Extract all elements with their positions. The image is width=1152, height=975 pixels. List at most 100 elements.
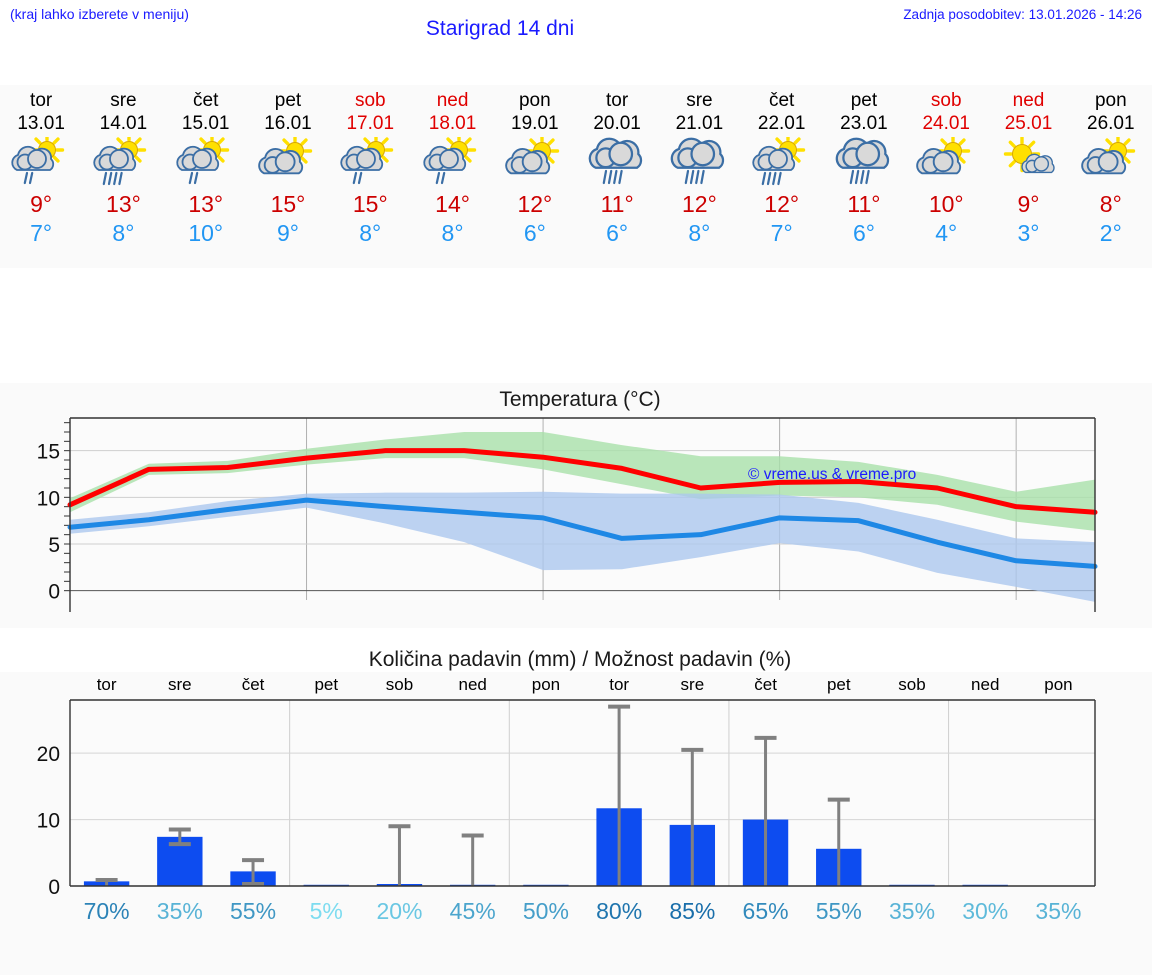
precip-probability: 85% [669, 898, 716, 924]
day-date: 13.01 [17, 113, 65, 134]
day-date: 26.01 [1087, 113, 1135, 134]
temp-max: 12° [517, 191, 553, 217]
precip-probability: 45% [449, 898, 496, 924]
day-column[interactable]: tor 13.01 9° 7° [0, 85, 82, 268]
day-name: pon [518, 90, 551, 111]
svg-text:10: 10 [37, 810, 60, 833]
day-name: pet [274, 90, 302, 111]
precip-day-label: sob [898, 675, 926, 694]
precipitation-day-labels: tor sre čet pet sob ned pon tor sre čet pet sob ned p… [70, 675, 1095, 695]
sun-cloud-icon [504, 133, 566, 189]
precip-day-label: sre [168, 675, 192, 694]
cloud-rain-icon [586, 137, 648, 189]
temp-min: 6° [606, 220, 629, 246]
precipitation-chart: 0 10 20 [37, 699, 1096, 899]
precipitation-probability-labels: 70% 35% 55% 5% 20% 45% 50% 80% 85% 65% 55% 35% 30% 35… [70, 898, 1095, 925]
temp-max: 12° [682, 191, 717, 217]
sun-small-cloud-icon [998, 135, 1060, 189]
sun-cloud-rain-icon [751, 132, 813, 189]
temp-max: 15° [270, 191, 306, 217]
day-column[interactable]: tor 20.01 11° 6° [576, 85, 658, 268]
sun-cloud-icon [257, 133, 319, 189]
temp-max: 11° [847, 191, 881, 217]
day-name: tor [606, 90, 629, 111]
precip-day-label: čet [754, 675, 777, 694]
precip-probability: 55% [230, 898, 277, 924]
temp-min: 7° [30, 220, 53, 246]
day-column[interactable]: čet 15.01 13° 10° [165, 85, 247, 268]
sun-cloud-icon [1080, 133, 1142, 189]
svg-text:5: 5 [48, 534, 60, 557]
precip-day-label: pet [314, 675, 339, 694]
day-column[interactable]: sre 21.01 12° 8° [658, 85, 740, 268]
day-column[interactable]: sob 24.01 10° 4° [905, 85, 987, 268]
page-title: Starigrad 14 dni [425, 17, 575, 40]
precip-probability: 20% [376, 898, 423, 924]
temp-max: 9° [1017, 191, 1040, 217]
precip-probability: 35% [156, 898, 203, 924]
sun-cloud-rain-light-icon [339, 132, 401, 189]
day-date: 18.01 [428, 113, 477, 134]
temp-min: 8° [359, 220, 382, 246]
precip-day-label: sre [680, 675, 705, 694]
day-column[interactable]: sre 14.01 13° 8° [82, 85, 164, 268]
precip-day-label: tor [609, 675, 630, 694]
day-name: čet [768, 90, 795, 111]
precip-probability: 35% [888, 898, 936, 924]
day-date: 14.01 [99, 113, 148, 134]
day-date: 19.01 [511, 113, 559, 134]
precip-probability: 50% [522, 898, 569, 924]
day-column[interactable]: sob 17.01 15° 8° [329, 85, 411, 268]
precip-day-label: ned [458, 675, 487, 694]
precip-day-label: tor [96, 675, 117, 694]
location-menu-note: (kraj lahko izberete v meniju) [10, 6, 189, 22]
day-name: čet [193, 90, 219, 111]
day-column[interactable]: pet 16.01 15° 9° [247, 85, 329, 268]
svg-text:20: 20 [37, 743, 60, 766]
temp-min: 9° [276, 220, 299, 246]
precip-day-label: pon [1044, 675, 1073, 694]
day-column[interactable]: ned 18.01 14° 8° [411, 85, 493, 268]
sun-cloud-rain-icon [92, 132, 154, 189]
precip-probability: 70% [83, 898, 130, 924]
day-name: pon [1094, 90, 1127, 111]
day-date: 16.01 [264, 113, 312, 134]
svg-text:10: 10 [37, 487, 60, 510]
day-column[interactable]: pon 19.01 12° 6° [494, 85, 576, 268]
precip-probability: 80% [596, 898, 643, 924]
temp-max: 10° [928, 191, 964, 217]
sun-cloud-icon [915, 133, 977, 189]
svg-text:0: 0 [48, 581, 60, 604]
precip-day-label: čet [241, 675, 265, 694]
day-column[interactable]: pon 26.01 8° 2° [1070, 85, 1152, 268]
day-column[interactable]: pet 23.01 11° 6° [823, 85, 905, 268]
day-name: tor [30, 90, 53, 111]
temp-max: 9° [30, 191, 53, 217]
day-name: pet [850, 90, 878, 111]
precip-probability: 65% [742, 898, 789, 924]
day-date: 23.01 [840, 113, 888, 134]
day-name: sob [930, 90, 962, 111]
day-date: 25.01 [1004, 113, 1053, 134]
day-column[interactable]: čet 22.01 12° 7° [741, 85, 823, 268]
day-date: 24.01 [922, 113, 970, 134]
temp-min: 8° [441, 220, 464, 246]
temp-min: 4° [935, 220, 958, 246]
day-column[interactable]: ned 25.01 9° 3° [987, 85, 1069, 268]
day-date: 22.01 [757, 113, 806, 134]
temp-max: 15° [352, 191, 388, 217]
temp-max: 14° [435, 191, 470, 217]
temp-max: 11° [600, 191, 634, 217]
precip-day-label: ned [971, 675, 1000, 694]
day-name: sob [354, 90, 386, 111]
sun-cloud-rain-light-icon [10, 132, 72, 189]
day-date: 17.01 [346, 113, 395, 134]
precip-day-label: pon [531, 675, 561, 694]
precip-day-label: sob [385, 675, 414, 694]
day-date: 21.01 [675, 113, 724, 134]
day-date: 15.01 [181, 113, 230, 134]
temp-max: 13° [106, 191, 141, 217]
temp-min: 6° [523, 220, 546, 246]
temp-max: 12° [764, 191, 800, 217]
